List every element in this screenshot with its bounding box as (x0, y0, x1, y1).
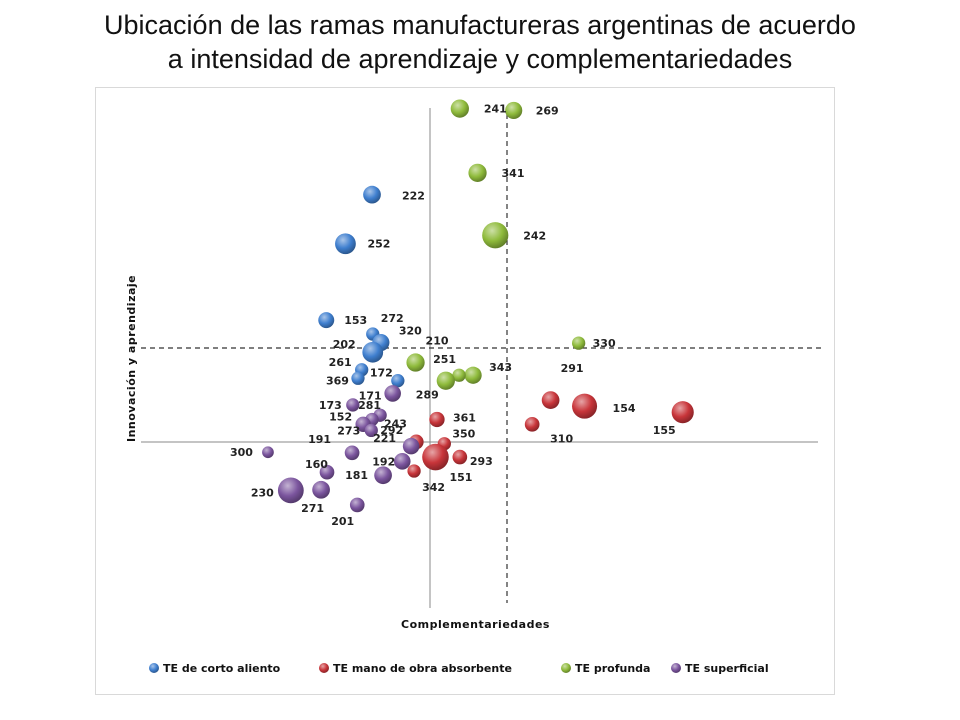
bubble-label-361: 361 (453, 411, 476, 424)
bubble-label-251: 251 (433, 353, 456, 366)
bubble-label-201: 201 (331, 515, 354, 528)
bubble-label-343: 343 (489, 361, 512, 374)
bubble-202 (362, 341, 384, 363)
bubble-label-273: 273 (337, 424, 360, 437)
bubble-label-173: 173 (319, 399, 342, 412)
bubble-201 (349, 497, 365, 513)
bubble-171 (384, 385, 401, 402)
legend-marker-3 (671, 663, 681, 673)
bubble-label-330: 330 (593, 337, 616, 350)
bubble-330 (572, 336, 586, 350)
bubble-242 (482, 222, 509, 249)
bubble-label-154: 154 (613, 402, 636, 415)
axes (141, 108, 824, 608)
bubble-154 (572, 393, 598, 419)
bubble-291 (541, 391, 560, 409)
legend-marker-0 (149, 663, 159, 673)
legend-label-3: TE superficial (685, 662, 769, 675)
bubble-label-291: 291 (561, 362, 584, 375)
legend-marker-2 (561, 663, 571, 673)
bubble-label-152: 152 (329, 410, 352, 423)
bubble-label-342: 342 (422, 481, 445, 494)
bubble-153 (318, 312, 335, 329)
legend-label-0: TE de corto aliento (163, 662, 281, 675)
bubble-label-271: 271 (301, 502, 324, 515)
bubbles (262, 99, 694, 513)
legend-label-2: TE profunda (575, 662, 650, 675)
chart-title-line-2: a intensidad de aprendizaje y complement… (167, 44, 793, 74)
bubble-label-261: 261 (329, 356, 352, 369)
bubble-label-191: 191 (308, 433, 331, 446)
bubble-label-151: 151 (449, 471, 472, 484)
bubble-label-160: 160 (305, 458, 328, 471)
bubble-label-210: 210 (426, 335, 449, 348)
bubble-label-155: 155 (653, 424, 676, 437)
bubble-label-350: 350 (452, 428, 475, 441)
bubble-151 (422, 443, 449, 471)
legend-marker-1 (319, 663, 329, 673)
bubble-label-292: 292 (380, 424, 403, 437)
bubble-label-192: 192 (372, 455, 395, 468)
bubble-160 (319, 464, 335, 480)
bubble-label-230: 230 (251, 486, 274, 499)
bubble-342 (407, 464, 421, 478)
bubble-221 (402, 437, 420, 455)
bubble-343 (464, 366, 482, 384)
bubble-label-171: 171 (359, 389, 382, 402)
bubble-label-252: 252 (367, 238, 390, 251)
x-axis-title: Complementariedades (401, 618, 550, 631)
bubble-155 (671, 401, 694, 424)
bubble-label-241: 241 (484, 103, 507, 116)
bubble-369 (351, 371, 365, 385)
bubble-192 (393, 453, 411, 470)
bubble-251 (452, 368, 466, 382)
bubble-label-289: 289 (416, 389, 439, 402)
bubble-label-272: 272 (381, 312, 404, 325)
bubble-label-202: 202 (333, 338, 356, 351)
legend: TE de corto aliento TE mano de obra absor… (149, 662, 769, 675)
bubble-label-300: 300 (230, 446, 253, 459)
chart-title-line-1: Ubicación de las ramas manufactureras ar… (104, 10, 856, 40)
bubble-269 (505, 101, 523, 119)
bubble-label-320: 320 (399, 325, 422, 338)
legend-label-1: TE mano de obra absorbente (333, 662, 512, 675)
bubble-271 (312, 480, 330, 499)
bubble-label-181: 181 (345, 469, 368, 482)
chart-title: Ubicación de las ramas manufactureras ar… (0, 8, 960, 76)
bubble-222 (363, 185, 381, 204)
bubble-label-341: 341 (502, 167, 525, 180)
bubble-210 (406, 353, 425, 372)
bubble-241 (450, 99, 469, 118)
bubble-label-310: 310 (550, 432, 573, 445)
bubble-341 (468, 163, 487, 182)
chart-area: 222 252 153 272 320 202 261 369 172 291 154 155 361 3… (95, 87, 835, 695)
bubble-label-221: 221 (373, 432, 396, 445)
bubble-label-243: 243 (384, 417, 407, 430)
bubble-label-153: 153 (344, 314, 367, 327)
bubble-230 (277, 477, 304, 504)
bubble-181 (374, 466, 392, 485)
bubble-label-293: 293 (470, 455, 493, 468)
bubble-310 (524, 416, 540, 432)
y-axis-title: Innovación y aprendizaje (125, 275, 138, 442)
bubble-label-369: 369 (326, 374, 349, 387)
bubble-300 (262, 446, 274, 459)
bubble-label-269: 269 (536, 104, 559, 117)
bubble-273 (364, 423, 378, 438)
bubble-label-172: 172 (370, 367, 393, 380)
bubble-172 (391, 374, 405, 388)
bubble-289 (436, 371, 455, 390)
bubble-label-242: 242 (523, 229, 546, 242)
bubble-252 (335, 233, 356, 255)
bubble-label-222: 222 (402, 190, 425, 203)
bubble-label-281: 281 (358, 399, 381, 412)
bubble-293 (452, 449, 468, 465)
bubble-191 (344, 445, 360, 461)
bubble-173 (346, 398, 360, 412)
bubble-361 (429, 411, 445, 428)
